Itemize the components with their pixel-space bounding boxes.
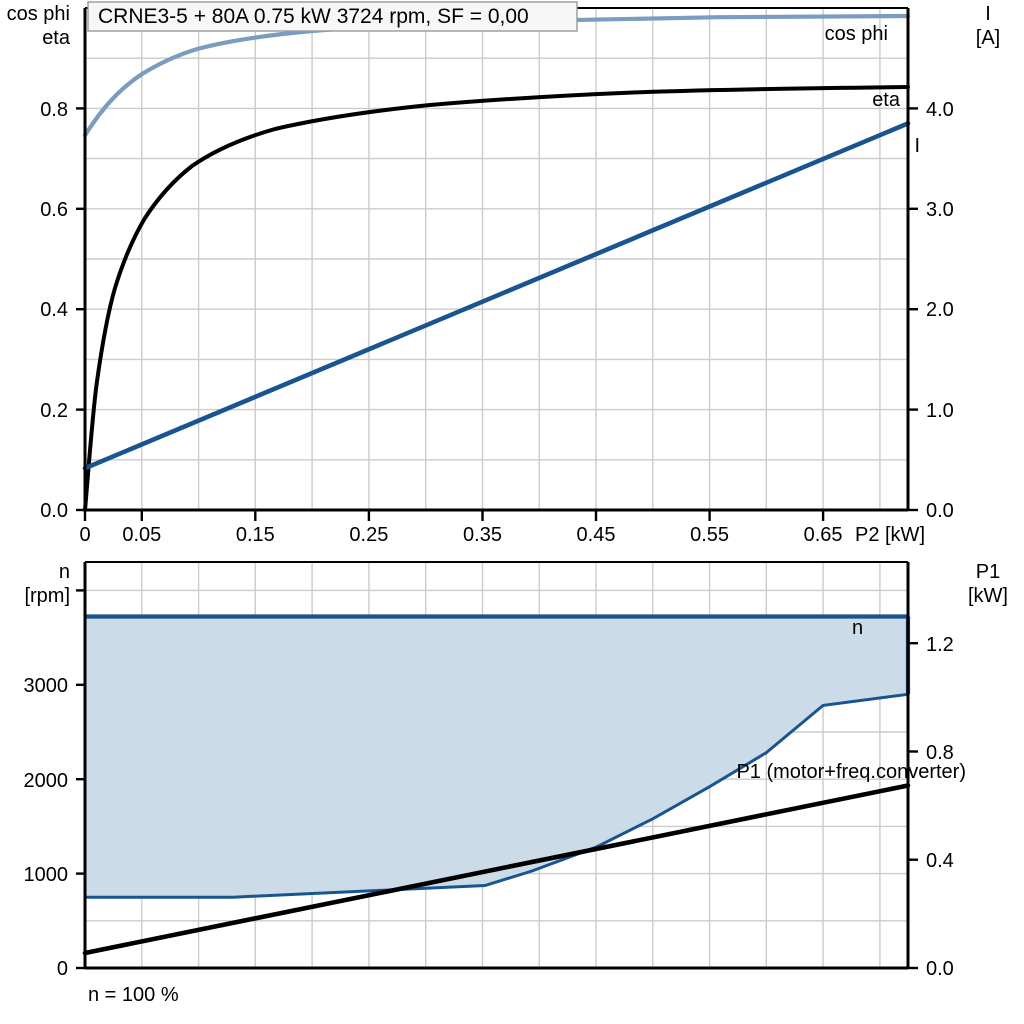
top-left-tick-0: 0.0 bbox=[40, 500, 68, 522]
bottom-right-tick-0: 0.0 bbox=[926, 958, 954, 980]
eta-series-label: eta bbox=[872, 89, 901, 111]
bottom-left-tick-0: 0 bbox=[57, 958, 68, 980]
bottom-right-tick-1: 0.4 bbox=[926, 850, 954, 872]
bottom-left-axis-title-line1: n bbox=[59, 561, 70, 583]
bottom-left-tick-2: 2000 bbox=[24, 770, 69, 792]
top-x-tick-2: 0.15 bbox=[236, 524, 275, 546]
top-right-ticks bbox=[908, 107, 918, 512]
bottom-right-ticks bbox=[908, 642, 918, 970]
top-x-tick-6: 0.55 bbox=[690, 524, 729, 546]
p1-power-line bbox=[82, 783, 911, 956]
top-left-tick-3: 0.6 bbox=[40, 199, 68, 221]
top-left-tick-4: 0.8 bbox=[40, 99, 68, 121]
top-left-tick-2: 0.4 bbox=[40, 299, 68, 321]
top-x-ticks bbox=[83, 510, 825, 521]
bottom-right-axis-title-line2: [kW] bbox=[968, 585, 1008, 607]
bottom-right-axis-title-line1: P1 bbox=[976, 561, 1000, 583]
bottom-left-axis-title-line2: [rpm] bbox=[24, 585, 70, 607]
top-left-axis-title-line2: eta bbox=[42, 27, 71, 49]
top-right-tick-2: 2.0 bbox=[926, 299, 954, 321]
bottom-left-tick-3: 3000 bbox=[24, 675, 69, 697]
top-x-tick-7: 0.65 bbox=[804, 524, 843, 546]
page-title: CRNE3-5 + 80A 0.75 kW 3724 rpm, SF = 0,0… bbox=[98, 5, 529, 28]
bottom-axes-frame bbox=[83, 561, 910, 970]
top-x-axis-title: P2 [kW] bbox=[855, 524, 925, 546]
top-x-tick-5: 0.45 bbox=[577, 524, 616, 546]
top-left-tick-1: 0.2 bbox=[40, 400, 68, 422]
top-right-tick-4: 4.0 bbox=[926, 99, 954, 121]
bottom-left-tick-1: 1000 bbox=[24, 864, 69, 886]
top-right-axis-title-line1: I bbox=[985, 3, 991, 25]
bottom-right-tick-3: 1.2 bbox=[926, 634, 954, 656]
top-right-tick-0: 0.0 bbox=[926, 500, 954, 522]
top-x-tick-1: 0.05 bbox=[122, 524, 161, 546]
top-right-tick-3: 3.0 bbox=[926, 199, 954, 221]
p1-series-label: P1 (motor+freq.converter) bbox=[736, 761, 966, 783]
top-right-axis-title-line2: [A] bbox=[976, 27, 1000, 49]
eta-curve bbox=[83, 85, 910, 512]
top-x-tick-4: 0.35 bbox=[463, 524, 502, 546]
top-chart-group: cos phi eta I [A] 0.0 0.2 0.4 0.6 0.8 0.… bbox=[7, 1, 1000, 546]
current-series-label: I bbox=[914, 135, 920, 157]
bottom-chart-group: n [rpm] P1 [kW] 0 1000 2000 3000 0.0 0.4… bbox=[24, 561, 1008, 1006]
footer-note: n = 100 % bbox=[88, 984, 179, 1006]
title-box bbox=[87, 1, 578, 32]
top-x-tick-0: 0 bbox=[79, 524, 90, 546]
cos-phi-series-label: cos phi bbox=[825, 23, 888, 45]
speed-min-line bbox=[85, 692, 909, 899]
bottom-right-tick-2: 0.8 bbox=[926, 742, 954, 764]
top-left-ticks bbox=[76, 107, 85, 512]
speed-envelope-area bbox=[85, 616, 908, 898]
top-right-tick-1: 1.0 bbox=[926, 400, 954, 422]
top-x-tick-3: 0.25 bbox=[349, 524, 388, 546]
bottom-left-ticks bbox=[76, 589, 85, 970]
current-line bbox=[82, 121, 911, 471]
speed-envelope-label: n bbox=[852, 617, 863, 639]
top-left-axis-title-line1: cos phi bbox=[7, 3, 70, 25]
